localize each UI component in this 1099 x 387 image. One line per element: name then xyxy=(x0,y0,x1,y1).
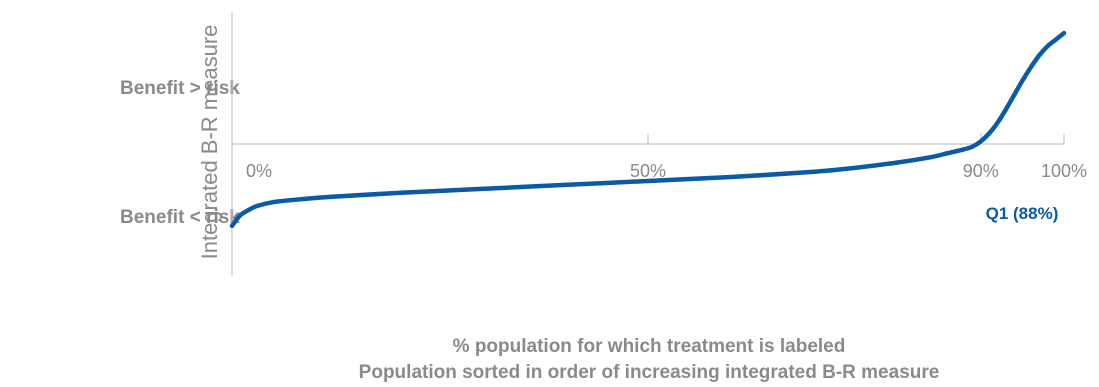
benefit-greater-label: Benefit > risk xyxy=(120,78,240,99)
x-ticks: 0% 50% 90% 100% xyxy=(246,133,1087,181)
benefit-less-label: Benefit < risk xyxy=(120,207,240,228)
x-axis-subtitle: Population sorted in order of increasing… xyxy=(359,362,940,383)
x-tick-label-1: 50% xyxy=(630,161,666,181)
y-axis-title: Integrated B-R measure xyxy=(197,25,222,260)
q1-annotation: Q1 (88%) xyxy=(986,204,1059,223)
x-tick-label-0: 0% xyxy=(246,161,272,181)
series-line xyxy=(229,30,1067,229)
x-tick-label-2: 90% xyxy=(963,161,999,181)
x-tick-label-3: 100% xyxy=(1041,161,1087,181)
x-axis-title: % population for which treatment is labe… xyxy=(453,336,846,357)
